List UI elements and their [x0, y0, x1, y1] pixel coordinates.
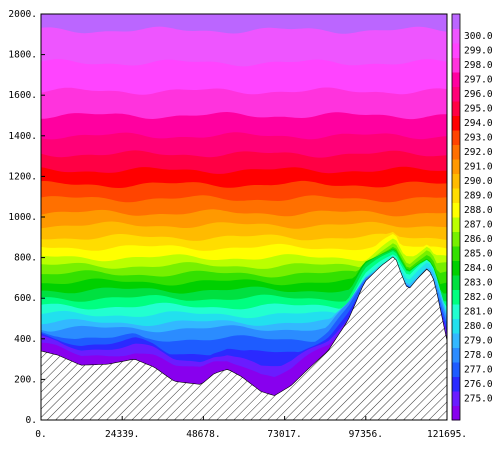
colorbar-label: 288.0 — [464, 205, 493, 216]
colorbar-swatch — [452, 57, 460, 73]
colorbar-label: 283.0 — [464, 277, 493, 288]
colorbar-label: 297.0 — [464, 74, 493, 85]
colorbar-label: 278.0 — [464, 350, 493, 361]
colorbar-swatch — [452, 130, 460, 145]
y-tick-label: 200. — [14, 374, 37, 385]
colorbar-label: 282.0 — [464, 292, 493, 303]
terrain-profile — [41, 256, 447, 420]
y-tick-label: 800. — [14, 253, 37, 264]
colorbar-label: 291.0 — [464, 161, 493, 172]
y-tick-label: 2000. — [8, 9, 37, 20]
colorbar-swatch — [452, 362, 460, 377]
colorbar-swatch — [452, 304, 460, 319]
x-tick-label: 0. — [35, 429, 46, 440]
colorbar-label: 275.0 — [464, 393, 493, 404]
colorbar-label: 294.0 — [464, 118, 493, 129]
colorbar-label: 287.0 — [464, 219, 493, 230]
colorbar-swatch — [452, 260, 460, 276]
colorbar-label: 292.0 — [464, 147, 493, 158]
colorbar: 275.0 276.0 277.0 278.0 279.0 280.0 281.0 282.0… — [451, 13, 493, 421]
colorbar-swatch — [452, 28, 460, 44]
colorbar-swatch — [452, 246, 460, 261]
colorbar-label: 299.0 — [464, 45, 493, 56]
colorbar-swatch — [452, 43, 460, 58]
colorbar-swatch — [452, 275, 460, 290]
x-tick-label: 97356. — [349, 429, 383, 440]
y-tick-label: 1400. — [8, 131, 37, 142]
colorbar-label: 277.0 — [464, 364, 493, 375]
colorbar-label: 279.0 — [464, 335, 493, 346]
colorbar-swatch — [452, 115, 460, 131]
colorbar-label: 290.0 — [464, 176, 493, 187]
x-tick-label: 24339. — [105, 429, 139, 440]
x-tick-label: 121695. — [427, 429, 467, 440]
colorbar-swatch — [452, 376, 460, 392]
colorbar-label: 280.0 — [464, 321, 493, 332]
y-tick-label: 1600. — [8, 90, 37, 101]
colorbar-label: 296.0 — [464, 89, 493, 100]
colorbar-swatch — [452, 231, 460, 247]
colorbar-swatch — [452, 144, 460, 160]
colorbar-swatch — [452, 101, 460, 116]
colorbar-swatch — [452, 14, 460, 29]
colorbar-swatch — [452, 159, 460, 174]
colorbar-label: 276.0 — [464, 379, 493, 390]
colorbar-swatch — [452, 173, 460, 189]
y-tick-label: 600. — [14, 293, 37, 304]
colorbar-swatch — [452, 202, 460, 218]
colorbar-swatch — [452, 72, 460, 87]
colorbar-swatch — [452, 333, 460, 348]
colorbar-swatch — [452, 289, 460, 305]
x-tick-label: 73017. — [267, 429, 301, 440]
x-axis: 0. 24339. 48678. 73017. 97356. 121695. — [35, 416, 467, 440]
colorbar-label: 285.0 — [464, 248, 493, 259]
colorbar-label: 281.0 — [464, 306, 493, 317]
y-axis: 0. 200. 400. 600. 800. 1000. 1200. 1400. 1600. 18… — [8, 9, 45, 426]
colorbar-swatch — [452, 86, 460, 102]
y-tick-label: 0. — [26, 415, 37, 426]
colorbar-label: 284.0 — [464, 263, 493, 274]
colorbar-label: 293.0 — [464, 132, 493, 143]
colorbar-swatch — [452, 391, 460, 406]
colorbar-label: 298.0 — [464, 60, 493, 71]
colorbar-label: 295.0 — [464, 103, 493, 114]
colorbar-swatch — [452, 347, 460, 363]
colorbar-swatch — [452, 318, 460, 334]
terrain-hatch — [41, 256, 447, 420]
colorbar-swatch — [452, 188, 460, 203]
colorbar-label: 286.0 — [464, 234, 493, 245]
colorbar-swatch — [452, 405, 460, 421]
y-tick-label: 1000. — [8, 212, 37, 223]
y-tick-label: 1800. — [8, 50, 37, 61]
colorbar-swatch — [452, 217, 460, 232]
y-tick-label: 400. — [14, 334, 37, 345]
y-tick-label: 1200. — [8, 171, 37, 182]
colorbar-label: 300.0 — [464, 31, 493, 42]
x-tick-label: 48678. — [186, 429, 220, 440]
colorbar-label: 289.0 — [464, 190, 493, 201]
